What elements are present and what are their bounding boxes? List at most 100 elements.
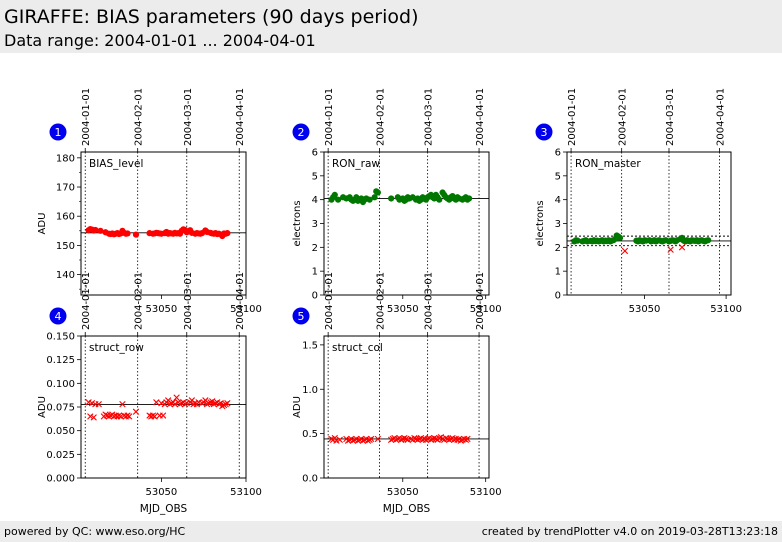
y-tick-label: 0.000 <box>46 474 75 485</box>
y-tick-label: 0.100 <box>46 379 75 390</box>
date-tick-label: 2004-02-01 <box>376 88 387 146</box>
x-tick-label: 53050 <box>145 304 177 315</box>
chart-panel-5: 2004-01-01 2004-02-01 2004-03-01 2004-04-01… <box>292 272 502 515</box>
parameter-label: struct_col <box>332 342 383 354</box>
x-tick-label: 53050 <box>387 304 419 315</box>
plot-frame <box>323 151 490 296</box>
parameter-label: RON_raw <box>332 158 380 170</box>
y-tick-label: 180 <box>56 153 75 164</box>
page-title: GIRAFFE: BIAS parameters (90 days period… <box>4 6 419 28</box>
panel-number: 1 <box>55 126 62 139</box>
data-point <box>464 435 471 443</box>
data-point <box>173 394 180 401</box>
date-tick-label: 2004-03-01 <box>424 272 435 330</box>
data-point <box>374 435 382 443</box>
date-tick-label: 2004-04-01 <box>235 88 246 146</box>
y-tick-label: 3 <box>555 219 561 230</box>
y-tick-label: 0.0 <box>302 474 318 485</box>
x-tick-label: 53100 <box>470 304 502 315</box>
x-axis-label: MJD_OBS <box>140 503 188 515</box>
footer-credit: powered by QC: www.eso.org/HC <box>4 525 186 538</box>
data-point <box>621 247 629 255</box>
panel-number-badge <box>292 123 310 141</box>
date-tick-label: 2004-02-01 <box>376 272 387 330</box>
x-tick-label: 53050 <box>629 304 661 315</box>
y-axis-label: electrons <box>535 200 546 246</box>
y-axis-label: ADU <box>292 396 303 418</box>
y-tick-label: 0 <box>555 291 561 302</box>
y-tick-label: 0.025 <box>46 450 75 461</box>
data-point <box>171 400 179 408</box>
plot-frame <box>323 335 490 479</box>
y-tick-label: 140 <box>56 270 75 281</box>
chart-panel-4: 2004-01-01 2004-02-01 2004-03-01 2004-04-01… <box>37 272 262 515</box>
date-tick-label: 2004-02-01 <box>134 272 145 330</box>
y-tick-label: 1 <box>555 267 561 278</box>
y-tick-label: 0.150 <box>46 332 75 343</box>
date-tick-label: 2004-03-01 <box>424 88 435 146</box>
y-tick-label: 5 <box>555 171 561 182</box>
y-axis-label: electrons <box>292 200 303 246</box>
y-tick-label: 4 <box>555 195 561 206</box>
chart-panel-2: 2004-01-01 2004-02-01 2004-03-01 2004-04-01… <box>292 88 502 315</box>
data-point <box>132 231 140 238</box>
y-tick-label: 1 <box>312 267 318 278</box>
data-point <box>217 400 224 407</box>
data-point <box>92 226 99 234</box>
x-axis-label: MJD_OBS <box>383 503 431 515</box>
data-point <box>151 413 158 420</box>
date-tick-label: 2004-01-01 <box>324 88 335 146</box>
y-tick-label: 160 <box>56 212 75 223</box>
panel-number-badge <box>49 123 67 141</box>
data-point <box>331 191 338 198</box>
panel-number: 5 <box>298 310 305 323</box>
x-tick-label: 53100 <box>710 304 742 315</box>
date-tick-label: 2004-03-01 <box>665 88 676 146</box>
data-point <box>95 400 102 408</box>
y-tick-label: 1.0 <box>302 385 318 396</box>
date-tick-label: 2004-01-01 <box>567 88 578 146</box>
data-point <box>678 244 686 251</box>
data-point <box>159 412 167 419</box>
x-tick-label: 53050 <box>145 487 177 498</box>
y-tick-label: 6 <box>555 148 561 159</box>
y-tick-label: 2 <box>555 243 561 254</box>
date-tick-label: 2004-03-01 <box>183 88 194 146</box>
y-tick-label: 4 <box>312 195 318 206</box>
date-tick-label: 2004-03-01 <box>183 272 194 330</box>
plot-frame <box>566 151 732 296</box>
chart-panel-3: 2004-01-01 2004-02-01 2004-03-01 2004-04-01… <box>535 88 742 315</box>
y-tick-label: 5 <box>312 171 318 182</box>
x-tick-label: 53100 <box>230 487 262 498</box>
data-point <box>224 230 231 237</box>
date-tick-label: 2004-04-01 <box>716 88 727 146</box>
date-tick-label: 2004-02-01 <box>618 88 629 146</box>
y-tick-label: 170 <box>56 183 75 194</box>
data-point <box>224 400 231 407</box>
data-point <box>705 237 712 244</box>
date-tick-label: 2004-01-01 <box>81 88 92 146</box>
x-tick-label: 53050 <box>387 487 419 498</box>
y-tick-label: 0.125 <box>46 355 75 366</box>
footer-generator: created by trendPlotter v4.0 on 2019-03-… <box>481 525 778 538</box>
data-point <box>466 195 473 202</box>
date-tick-label: 2004-01-01 <box>324 272 335 330</box>
date-tick-label: 2004-04-01 <box>235 272 246 330</box>
data-point <box>153 399 160 406</box>
y-tick-label: 1.5 <box>302 340 318 351</box>
data-point <box>374 189 381 196</box>
y-axis-label: ADU <box>37 396 48 418</box>
y-tick-label: 0.5 <box>302 429 318 440</box>
y-tick-label: 6 <box>312 148 318 159</box>
panel-number-badge <box>49 307 67 325</box>
data-point <box>388 195 395 202</box>
data-point <box>366 196 373 203</box>
y-tick-label: 150 <box>56 241 75 252</box>
date-tick-label: 2004-04-01 <box>475 88 486 146</box>
data-point <box>336 436 343 444</box>
data-point <box>90 414 97 421</box>
y-tick-label: 0.075 <box>46 403 75 414</box>
plot-frame <box>80 151 247 296</box>
date-tick-label: 2004-02-01 <box>134 88 145 146</box>
date-tick-label: 2004-01-01 <box>81 272 92 330</box>
